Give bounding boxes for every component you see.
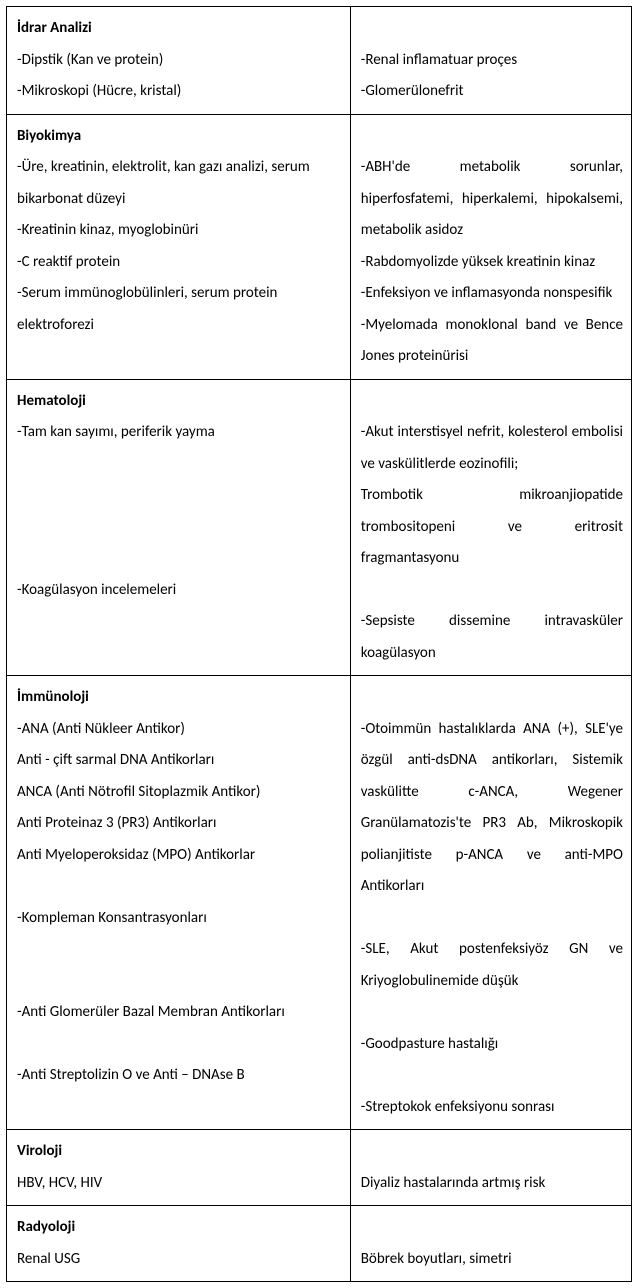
hematoloji-right2: -Sepsiste dissemine intravasküler koagül… [361,612,623,662]
biyokimya-left-0: -Üre, kreatinin, elektrolit, kan gazı an… [17,158,310,208]
viroloji-title: Viroloji [17,1142,62,1160]
immunoloji-left3: -Anti Glomerüler Bazal Membran Antikorla… [17,1003,285,1021]
idrar-right-cell: -Renal inflamatuar proçes -Glomerülonefr… [350,7,631,115]
viroloji-right: Diyaliz hastalarında artmış risk [361,1174,546,1192]
diagnostic-table: İdrar Analizi -Dipstik (Kan ve protein) … [6,6,632,1282]
idrar-left-cell: İdrar Analizi -Dipstik (Kan ve protein) … [7,7,351,115]
hematoloji-title: Hematoloji [17,392,86,410]
hematoloji-left-cell: Hematoloji -Tam kan sayımı, periferik ya… [7,379,351,676]
biyokimya-left-1: -Kreatinin kinaz, myoglobinüri [17,221,198,239]
biyokimya-left-2: -C reaktif protein [17,253,120,271]
immunoloji-left-cell: İmmünoloji -ANA (Anti Nükleer Antikor) A… [7,676,351,1130]
biyokimya-right-0: -ABH'de metabolik sorunlar, hiperfosfate… [361,158,623,239]
immunoloji-right4: -Streptokok enfeksiyonu sonrası [361,1098,555,1116]
viroloji-left: HBV, HCV, HIV [17,1174,102,1192]
biyokimya-right-cell: -ABH'de metabolik sorunlar, hiperfosfate… [350,114,631,379]
immunoloji-left2: -Kompleman Konsantrasyonları [17,909,207,927]
immunoloji-left1e: Anti Myeloperoksidaz (MPO) Antikorlar [17,846,255,864]
immunoloji-right-cell: -Otoimmün hastalıklarda ANA (+), SLE'ye … [350,676,631,1130]
idrar-right-0: -Renal inflamatuar proçes [361,51,517,69]
immunoloji-left1c: ANCA (Anti Nötrofil Sitoplazmik Antikor) [17,783,260,801]
radyoloji-left-cell: Radyoloji Renal USG [7,1206,351,1282]
biyokimya-left-cell: Biyokimya -Üre, kreatinin, elektrolit, k… [7,114,351,379]
biyokimya-left-3: -Serum immünoglobülinleri, serum protein… [17,284,277,334]
viroloji-right-cell: Diyaliz hastalarında artmış risk [350,1130,631,1206]
hematoloji-right1: -Akut interstisyel nefrit, kolesterol em… [361,423,623,473]
biyokimya-right-3: -Myelomada monoklonal band ve Bence Jone… [361,316,623,366]
radyoloji-title: Radyoloji [17,1218,75,1236]
immunoloji-left1a: -ANA (Anti Nükleer Antikor) [17,720,185,738]
immunoloji-title: İmmünoloji [17,688,89,706]
biyokimya-right-2: -Enfeksiyon ve inflamasyonda nonspesifik [361,284,613,302]
biyokimya-right-1: -Rabdomyolizde yüksek kreatinin kinaz [361,253,596,271]
radyoloji-left: Renal USG [17,1250,80,1268]
radyoloji-right-cell: Böbrek boyutları, simetri [350,1206,631,1282]
hematoloji-right1b: Trombotik mikroanjiopatide trombositopen… [361,486,623,567]
immunoloji-right2: -SLE, Akut postenfeksiyöz GN ve Kriyoglo… [361,940,623,990]
immunoloji-right1: -Otoimmün hastalıklarda ANA (+), SLE'ye … [361,720,623,896]
hematoloji-right-cell: -Akut interstisyel nefrit, kolesterol em… [350,379,631,676]
immunoloji-left1b: Anti - çift sarmal DNA Antikorları [17,751,214,769]
hematoloji-left2: -Koagülasyon incelemeleri [17,581,176,599]
immunoloji-left1d: Anti Proteinaz 3 (PR3) Antikorları [17,814,216,832]
biyokimya-title: Biyokimya [17,127,81,145]
radyoloji-right: Böbrek boyutları, simetri [361,1250,512,1268]
idrar-title: İdrar Analizi [17,19,92,37]
idrar-left-0: -Dipstik (Kan ve protein) [17,51,163,69]
idrar-right-1: -Glomerülonefrit [361,82,464,100]
immunoloji-right3: -Goodpasture hastalığı [361,1035,499,1053]
immunoloji-left4: -Anti Streptolizin O ve Anti – DNAse B [17,1066,245,1084]
idrar-left-1: -Mikroskopi (Hücre, kristal) [17,82,181,100]
viroloji-left-cell: Viroloji HBV, HCV, HIV [7,1130,351,1206]
hematoloji-left1: -Tam kan sayımı, periferik yayma [17,423,215,441]
